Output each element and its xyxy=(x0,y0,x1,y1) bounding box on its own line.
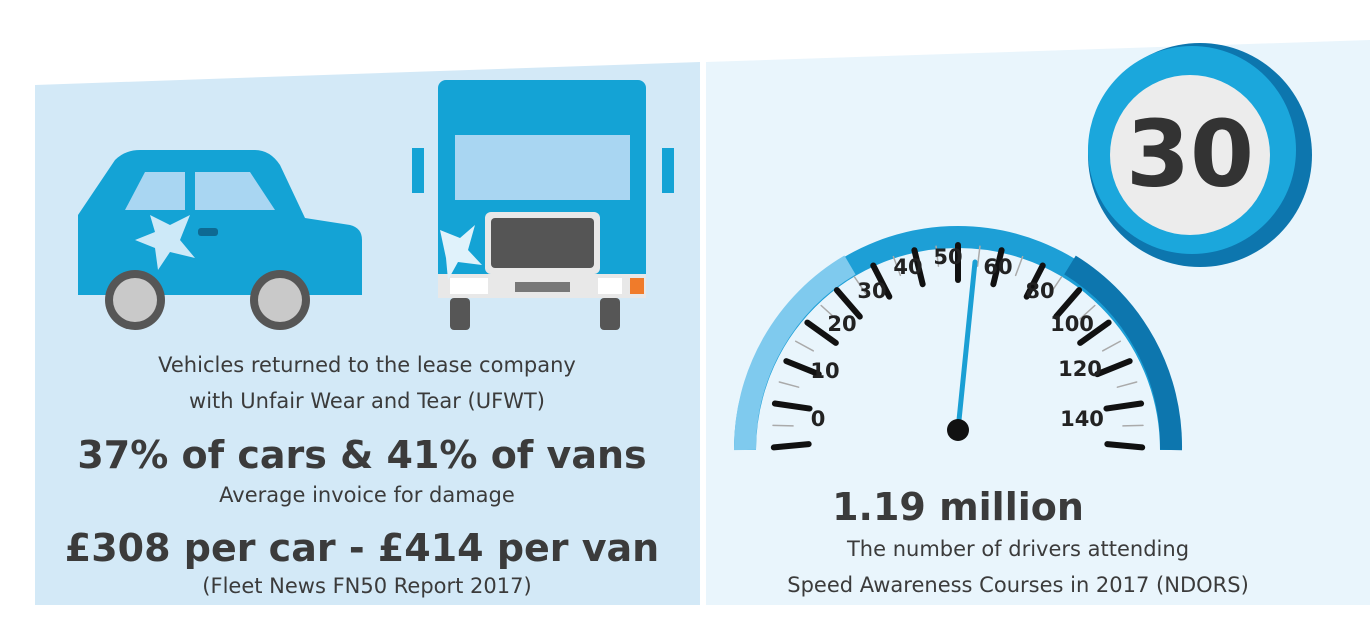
headline: 37% of cars & 41% of vans xyxy=(77,433,646,477)
gauge-label: 80 xyxy=(1025,279,1054,303)
needle-hub xyxy=(947,419,969,441)
gauge-label: 0 xyxy=(811,407,826,431)
speed-sign-number: 30 xyxy=(1126,100,1254,207)
source: (Fleet News FN50 Report 2017) xyxy=(202,574,531,598)
truck-illustration xyxy=(412,80,674,330)
gauge-label: 120 xyxy=(1058,357,1102,381)
major-tick xyxy=(774,444,809,447)
gauge-label: 40 xyxy=(893,255,922,279)
gauge-label: 50 xyxy=(933,245,962,269)
gauge-label: 100 xyxy=(1050,312,1094,336)
caption-line: with Unfair Wear and Tear (UFWT) xyxy=(189,389,545,413)
caption-line: Speed Awareness Courses in 2017 (NDORS) xyxy=(787,573,1249,597)
caption-line: The number of drivers attending xyxy=(846,537,1189,561)
cost: £308 per car - £414 per van xyxy=(65,526,659,570)
infographic: Vehicles returned to the lease company w… xyxy=(0,0,1370,619)
gauge-label: 20 xyxy=(827,312,856,336)
gauge-label: 140 xyxy=(1060,407,1104,431)
gauge-label: 30 xyxy=(857,279,886,303)
gauge-label: 60 xyxy=(983,255,1012,279)
subcaption: Average invoice for damage xyxy=(219,483,515,507)
gauge-label: 10 xyxy=(810,359,839,383)
caption-line: Vehicles returned to the lease company xyxy=(158,353,576,377)
major-tick xyxy=(1107,444,1142,447)
bottom-margin xyxy=(35,605,1370,619)
headline: 1.19 million xyxy=(832,485,1084,529)
